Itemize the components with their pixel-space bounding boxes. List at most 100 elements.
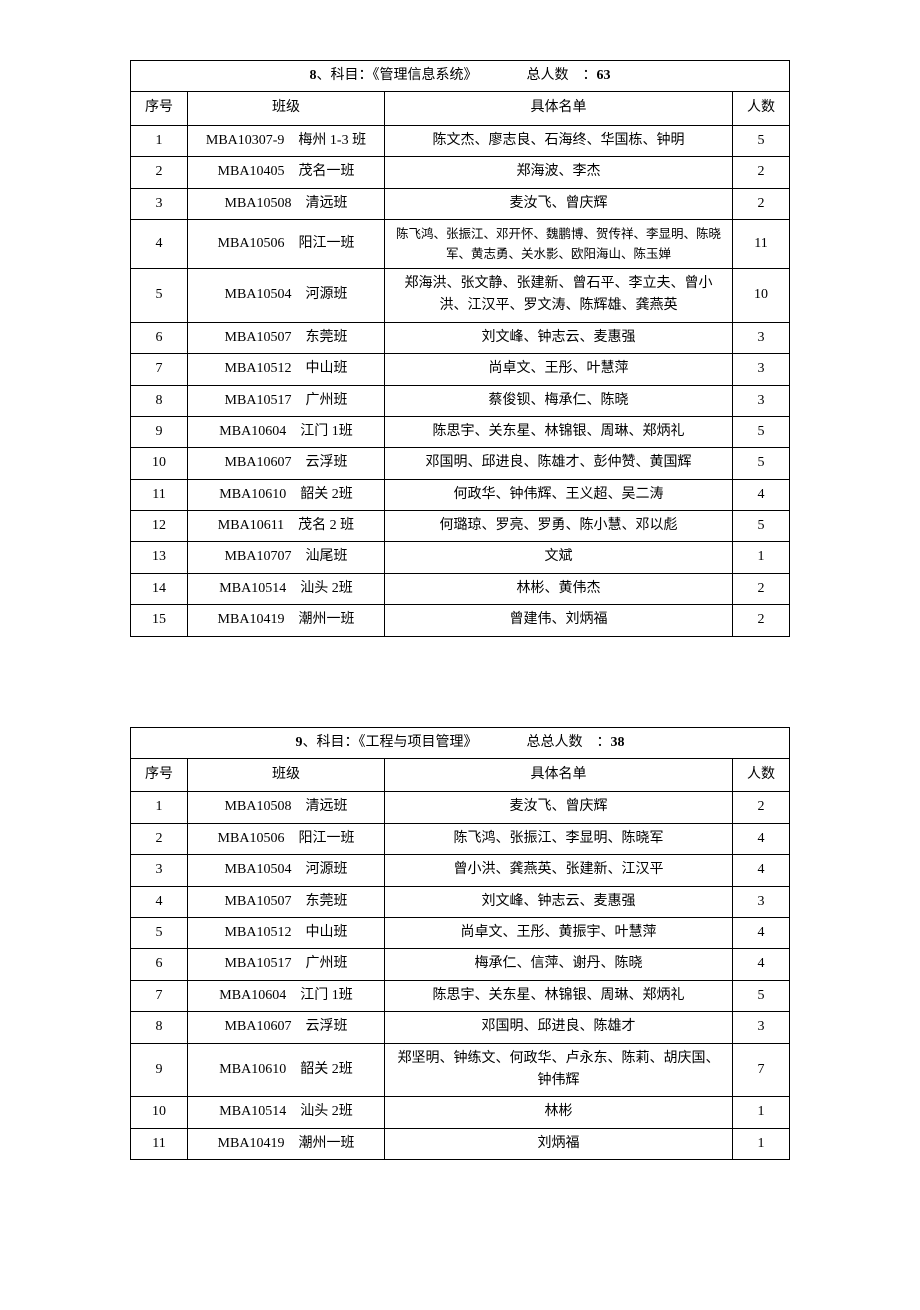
cell-names: 陈思宇、关东星、林锦银、周琳、郑炳礼 xyxy=(385,416,733,447)
cell-seq: 4 xyxy=(131,219,188,268)
table-row: 3MBA10508 清远班麦汝飞、曾庆辉2 xyxy=(131,188,790,219)
cell-names: 郑坚明、钟练文、何政华、卢永东、陈莉、胡庆国、钟伟辉 xyxy=(385,1043,733,1097)
cell-class: MBA10419 潮州一班 xyxy=(188,605,385,636)
table-row: 9MBA10610 韶关 2班郑坚明、钟练文、何政华、卢永东、陈莉、胡庆国、钟伟… xyxy=(131,1043,790,1097)
cell-seq: 6 xyxy=(131,949,188,980)
cell-seq: 2 xyxy=(131,823,188,854)
cell-count: 5 xyxy=(733,448,790,479)
cell-class: MBA10611 茂名 2 班 xyxy=(188,511,385,542)
cell-count: 7 xyxy=(733,1043,790,1097)
cell-count: 3 xyxy=(733,385,790,416)
cell-names: 尚卓文、王彤、黄振宇、叶慧萍 xyxy=(385,917,733,948)
cell-count: 11 xyxy=(733,219,790,268)
cell-count: 3 xyxy=(733,354,790,385)
cell-class: MBA10517 广州班 xyxy=(188,385,385,416)
cell-names: 刘文峰、钟志云、麦惠强 xyxy=(385,886,733,917)
cell-names: 曾小洪、龚燕英、张建新、江汉平 xyxy=(385,855,733,886)
cell-count: 1 xyxy=(733,542,790,573)
cell-names: 曾建伟、刘炳福 xyxy=(385,605,733,636)
cell-seq: 8 xyxy=(131,385,188,416)
data-table: 8、科目：《管理信息系统》 总人数 ：63序号班级具体名单人数1MBA10307… xyxy=(130,60,790,637)
cell-seq: 13 xyxy=(131,542,188,573)
cell-names: 陈飞鸿、张振江、李显明、陈晓军 xyxy=(385,823,733,854)
cell-names: 尚卓文、王彤、叶慧萍 xyxy=(385,354,733,385)
cell-class: MBA10604 江门 1班 xyxy=(188,980,385,1011)
title-total-label: 总人数 ： xyxy=(527,68,597,83)
table-row: 6MBA10507 东莞班刘文峰、钟志云、麦惠强3 xyxy=(131,322,790,353)
cell-class: MBA10512 中山班 xyxy=(188,354,385,385)
title-total-value: 38 xyxy=(611,735,625,750)
table-row: 6MBA10517 广州班梅承仁、信萍、谢丹、陈晓4 xyxy=(131,949,790,980)
title-number: 8 xyxy=(310,68,317,83)
cell-names: 刘炳福 xyxy=(385,1128,733,1159)
table-row: 2MBA10405 茂名一班郑海波、李杰2 xyxy=(131,157,790,188)
cell-names: 何璐琼、罗亮、罗勇、陈小慧、邓以彪 xyxy=(385,511,733,542)
cell-class: MBA10610 韶关 2班 xyxy=(188,479,385,510)
cell-class: MBA10517 广州班 xyxy=(188,949,385,980)
table-row: 9MBA10604 江门 1班陈思宇、关东星、林锦银、周琳、郑炳礼5 xyxy=(131,416,790,447)
cell-class: MBA10307-9 梅州 1-3 班 xyxy=(188,125,385,156)
cell-names: 林彬 xyxy=(385,1097,733,1128)
title-gap xyxy=(471,735,527,750)
table-row: 7MBA10512 中山班尚卓文、王彤、叶慧萍3 xyxy=(131,354,790,385)
title-subject: 《管理信息系统》 xyxy=(373,68,471,83)
table-row: 1MBA10508 清远班麦汝飞、曾庆辉2 xyxy=(131,792,790,823)
title-total-value: 63 xyxy=(597,68,611,83)
table-row: 1MBA10307-9 梅州 1-3 班陈文杰、廖志良、石海终、华国栋、钟明5 xyxy=(131,125,790,156)
cell-count: 5 xyxy=(733,416,790,447)
cell-class: MBA10514 汕头 2班 xyxy=(188,1097,385,1128)
cell-names: 文斌 xyxy=(385,542,733,573)
table-row: 10MBA10607 云浮班邓国明、邱进良、陈雄才、彭仲赞、黄国辉5 xyxy=(131,448,790,479)
cell-class: MBA10508 清远班 xyxy=(188,188,385,219)
table-row: 5MBA10504 河源班郑海洪、张文静、张建新、曾石平、李立夫、曾小洪、江汉平… xyxy=(131,268,790,322)
table-row: 8MBA10517 广州班蔡俊钡、梅承仁、陈晓3 xyxy=(131,385,790,416)
cell-count: 4 xyxy=(733,917,790,948)
table-row: 15MBA10419 潮州一班曾建伟、刘炳福2 xyxy=(131,605,790,636)
cell-class: MBA10610 韶关 2班 xyxy=(188,1043,385,1097)
title-sep: 、科目： xyxy=(317,68,373,83)
cell-seq: 1 xyxy=(131,125,188,156)
table-row: 2MBA10506 阳江一班陈飞鸿、张振江、李显明、陈晓军4 xyxy=(131,823,790,854)
cell-names: 麦汝飞、曾庆辉 xyxy=(385,188,733,219)
cell-names: 陈飞鸿、张振江、邓开怀、魏鹏博、贺传祥、李显明、陈晓军、黄志勇、关水影、欧阳海山… xyxy=(385,219,733,268)
cell-class: MBA10514 汕头 2班 xyxy=(188,573,385,604)
cell-names: 陈文杰、廖志良、石海终、华国栋、钟明 xyxy=(385,125,733,156)
title-sep: 、科目： xyxy=(303,735,359,750)
table-row: 11MBA10419 潮州一班刘炳福1 xyxy=(131,1128,790,1159)
cell-count: 5 xyxy=(733,125,790,156)
header-class: 班级 xyxy=(188,92,385,125)
cell-count: 4 xyxy=(733,479,790,510)
cell-names: 邓国明、邱进良、陈雄才、彭仲赞、黄国辉 xyxy=(385,448,733,479)
cell-count: 4 xyxy=(733,949,790,980)
cell-names: 郑海洪、张文静、张建新、曾石平、李立夫、曾小洪、江汉平、罗文涛、陈辉雄、龚燕英 xyxy=(385,268,733,322)
cell-count: 5 xyxy=(733,980,790,1011)
cell-seq: 7 xyxy=(131,354,188,385)
title-number: 9 xyxy=(296,735,303,750)
cell-count: 3 xyxy=(733,1012,790,1043)
cell-class: MBA10504 河源班 xyxy=(188,855,385,886)
title-total-label: 总总人数 ： xyxy=(527,735,611,750)
table-row: 10MBA10514 汕头 2班林彬1 xyxy=(131,1097,790,1128)
header-count: 人数 xyxy=(733,759,790,792)
cell-class: MBA10508 清远班 xyxy=(188,792,385,823)
cell-seq: 10 xyxy=(131,1097,188,1128)
header-count: 人数 xyxy=(733,92,790,125)
header-seq: 序号 xyxy=(131,92,188,125)
cell-seq: 8 xyxy=(131,1012,188,1043)
cell-count: 4 xyxy=(733,855,790,886)
cell-count: 2 xyxy=(733,605,790,636)
data-table: 9、科目：《工程与项目管理》 总总人数 ：38序号班级具体名单人数1MBA105… xyxy=(130,727,790,1160)
table-row: 5MBA10512 中山班尚卓文、王彤、黄振宇、叶慧萍4 xyxy=(131,917,790,948)
title-gap xyxy=(471,68,527,83)
cell-seq: 15 xyxy=(131,605,188,636)
table-title: 8、科目：《管理信息系统》 总人数 ：63 xyxy=(131,61,790,92)
cell-names: 郑海波、李杰 xyxy=(385,157,733,188)
header-class: 班级 xyxy=(188,759,385,792)
table-row: 8MBA10607 云浮班邓国明、邱进良、陈雄才3 xyxy=(131,1012,790,1043)
cell-class: MBA10419 潮州一班 xyxy=(188,1128,385,1159)
cell-class: MBA10707 汕尾班 xyxy=(188,542,385,573)
cell-seq: 4 xyxy=(131,886,188,917)
cell-count: 2 xyxy=(733,792,790,823)
table-row: 7MBA10604 江门 1班陈思宇、关东星、林锦银、周琳、郑炳礼5 xyxy=(131,980,790,1011)
cell-seq: 11 xyxy=(131,1128,188,1159)
